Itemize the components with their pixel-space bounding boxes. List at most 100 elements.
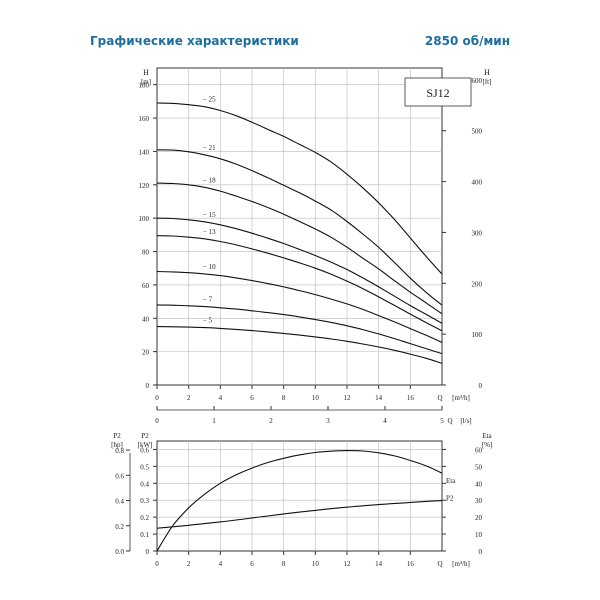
top-right-tick-label: 400 — [472, 179, 483, 187]
bottom-eta-axis-label: Eta — [482, 432, 492, 440]
top-y-tick-label: 40 — [142, 315, 150, 323]
top-right-tick-label: 600 — [472, 77, 483, 85]
top-y-tick-label: 140 — [139, 148, 150, 156]
bottom-kw-axis-label: P2 — [141, 432, 149, 440]
curve-label: − 13 — [203, 228, 216, 236]
top-right-tick-label: 200 — [472, 280, 483, 288]
curve-stage-5 — [156, 326, 443, 364]
bottom-x-axis-label: Q — [437, 560, 442, 568]
bottom-x-tick-label: 6 — [250, 560, 254, 568]
bottom-hp-tick-label: 0.0 — [115, 548, 124, 556]
top-x-tick-label: 16 — [407, 394, 415, 402]
curve-label: − 21 — [203, 144, 216, 152]
bottom-kw-tick-label: 0 — [146, 548, 150, 556]
top-x-tick-label: 6 — [250, 394, 254, 402]
curve-p2 — [156, 500, 443, 529]
curve-stage-7 — [156, 304, 443, 355]
top-y-tick-label: 20 — [142, 349, 150, 357]
bottom-eta-tick-label: 30 — [475, 497, 483, 505]
bottom-hp-axis-label: P2 — [113, 432, 121, 440]
top-x2-tick-label: 2 — [269, 417, 273, 425]
top-right-axis-unit: [ft] — [483, 78, 492, 86]
bottom-x-tick-label: 12 — [344, 560, 352, 568]
model-label: SJ12 — [426, 86, 449, 100]
speed-label: 2850 об/мин — [424, 34, 510, 48]
bottom-plot-frame — [156, 440, 443, 552]
bottom-kw-tick-label: 0.3 — [140, 497, 149, 505]
bottom-eta-tick-label: 40 — [475, 480, 483, 488]
top-x2-tick-label: 4 — [383, 417, 387, 425]
bottom-x-tick-label: 0 — [155, 560, 159, 568]
bottom-hp-tick-label: 0.8 — [115, 447, 124, 455]
curve-stage-10 — [156, 270, 443, 343]
curve-label: − 7 — [203, 296, 213, 304]
top-x-tick-label: 10 — [312, 394, 320, 402]
top-y-axis-label: H — [143, 68, 149, 77]
bottom-eta-axis-unit: [%] — [482, 441, 493, 449]
top-x-tick-label: 0 — [155, 394, 159, 402]
bottom-eta-tick-label: 50 — [475, 463, 483, 471]
bottom-kw-tick-label: 0.1 — [140, 531, 149, 539]
bottom-eta-tick-label: 10 — [475, 531, 483, 539]
bottom-kw-tick-label: 0.6 — [140, 446, 149, 454]
bottom-kw-tick-label: 0.5 — [140, 463, 149, 471]
top-x-tick-label: 4 — [219, 394, 223, 402]
top-x-axis-unit: [m³/h] — [452, 394, 470, 402]
top-x-axis-label: Q — [437, 394, 442, 402]
top-right-tick-label: 100 — [472, 331, 483, 339]
bottom-kw-axis-unit: [kW] — [138, 441, 153, 449]
curve-label: − 25 — [203, 96, 216, 104]
bottom-hp-tick-label: 0.2 — [115, 523, 124, 531]
bottom-x-tick-label: 8 — [282, 560, 286, 568]
curve-stage-25 — [156, 102, 443, 275]
top-x2-axis-unit: [l/s] — [460, 417, 471, 425]
curve-label: − 18 — [203, 176, 216, 184]
top-y-tick-label: 60 — [142, 282, 150, 290]
bottom-x-axis-unit: [m³/h] — [452, 560, 470, 568]
bottom-kw-tick-label: 0.4 — [140, 480, 149, 488]
bottom-kw-tick-label: 0.2 — [140, 514, 149, 522]
curve-label-eta: Eta — [446, 477, 456, 485]
top-x-tick-label: 12 — [344, 394, 352, 402]
bottom-eta-tick-label: 0 — [479, 548, 483, 556]
curve-eta — [156, 450, 443, 552]
bottom-hp-tick-label: 0.4 — [115, 498, 124, 506]
curve-stage-13 — [156, 235, 443, 332]
bottom-hp-axis-unit: [hp] — [111, 441, 123, 449]
top-right-tick-label: 300 — [472, 229, 483, 237]
top-y-tick-label: 120 — [139, 182, 150, 190]
top-right-tick-label: 0 — [479, 382, 483, 390]
top-y-tick-label: 0 — [146, 382, 150, 390]
curve-label: − 15 — [203, 211, 216, 219]
curve-label: − 5 — [203, 317, 213, 325]
bottom-x-tick-label: 2 — [187, 560, 191, 568]
bottom-x-tick-label: 10 — [312, 560, 320, 568]
chart-title: Графические характеристики — [90, 34, 299, 48]
top-right-tick-label: 500 — [472, 128, 483, 136]
top-x2-tick-label: 3 — [326, 417, 330, 425]
top-x-tick-label: 14 — [375, 394, 383, 402]
top-x-tick-label: 2 — [187, 394, 191, 402]
top-x2-tick-label: 0 — [155, 417, 159, 425]
bottom-x-tick-label: 4 — [219, 560, 223, 568]
bottom-hp-tick-label: 0.6 — [115, 472, 124, 480]
top-x2-tick-label: 5 — [440, 417, 444, 425]
top-x-tick-label: 8 — [282, 394, 286, 402]
curve-stage-15 — [156, 217, 443, 324]
top-right-axis-label: H — [484, 68, 490, 77]
bottom-eta-tick-label: 60 — [475, 446, 483, 454]
curve-label: − 10 — [203, 263, 216, 271]
bottom-x-tick-label: 16 — [407, 560, 415, 568]
bottom-eta-tick-label: 20 — [475, 514, 483, 522]
top-y-tick-label: 180 — [139, 82, 150, 90]
model-label-box — [404, 77, 472, 107]
top-y-axis-unit: [m] — [141, 78, 151, 86]
bottom-x-tick-label: 14 — [375, 560, 383, 568]
top-y-tick-label: 160 — [139, 115, 150, 123]
top-y-tick-label: 80 — [142, 249, 150, 257]
top-y-tick-label: 100 — [139, 215, 150, 223]
top-x2-tick-label: 1 — [212, 417, 216, 425]
curve-label-p2: P2 — [446, 495, 454, 503]
curve-stage-21 — [156, 149, 443, 306]
